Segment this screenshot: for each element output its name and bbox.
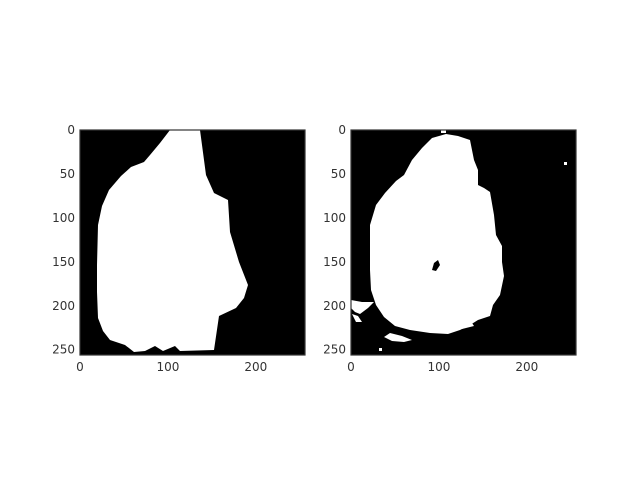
right-mask-fragment-3 (384, 333, 412, 342)
left-y-tick-label: 200 (52, 299, 75, 313)
right-mask-hole (432, 260, 440, 271)
left-y-tick-label: 250 (52, 343, 75, 357)
right-mask-panel: 0 100 200 0 50 100 150 200 250 (323, 123, 577, 374)
left-y-tick-label: 0 (67, 123, 75, 137)
right-mask-region (370, 134, 504, 334)
right-x-tick-label: 100 (427, 360, 450, 374)
right-y-tick-label: 0 (338, 123, 346, 137)
left-y-tick-label: 150 (52, 255, 75, 269)
right-x-tick-label: 0 (347, 360, 355, 374)
left-y-tick-label: 100 (52, 211, 75, 225)
right-y-tick-label: 50 (331, 167, 346, 181)
left-y-tick-label: 50 (60, 167, 75, 181)
left-x-tick-label: 200 (244, 360, 267, 374)
right-mask-fragment-2 (352, 314, 362, 322)
right-mask-frame (350, 129, 577, 356)
left-mask-region (97, 130, 248, 352)
right-y-tick-label: 150 (323, 255, 346, 269)
left-x-tick-label: 0 (76, 360, 84, 374)
right-mask-speck-1 (564, 162, 567, 165)
right-mask-speck-2 (379, 348, 382, 351)
right-y-tick-label: 250 (323, 343, 346, 357)
right-y-tick-label: 200 (323, 299, 346, 313)
right-x-tick-label: 200 (515, 360, 538, 374)
right-x-tick-labels: 0 100 200 (347, 360, 538, 374)
left-x-tick-label: 100 (156, 360, 179, 374)
left-mask-panel: 0 100 200 0 50 100 150 200 250 (52, 123, 306, 374)
right-y-tick-label: 100 (323, 211, 346, 225)
right-mask-speck-3 (441, 130, 446, 133)
left-mask-frame (79, 129, 306, 356)
left-x-tick-labels: 0 100 200 (76, 360, 267, 374)
right-mask-fragment-4 (456, 320, 474, 329)
right-y-tick-labels: 0 50 100 150 200 250 (323, 123, 346, 357)
right-mask-fragment-1 (351, 300, 374, 314)
left-y-tick-labels: 0 50 100 150 200 250 (52, 123, 75, 357)
